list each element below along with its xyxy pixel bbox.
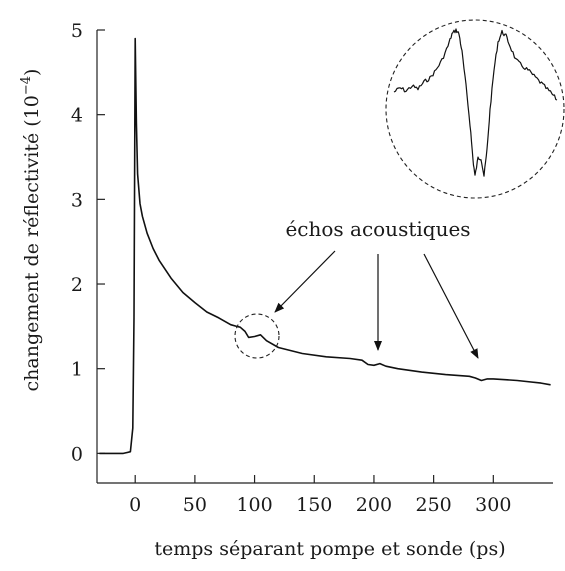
x-axis-title: temps séparant pompe et sonde (ps) <box>154 538 505 560</box>
x-tick-label: 250 <box>415 494 451 516</box>
y-tick-label: 2 <box>71 274 83 296</box>
x-tick-label: 200 <box>356 494 392 516</box>
echo-highlight-circle <box>234 313 280 359</box>
y-axis-title: changement de réflectivité (10−4) <box>19 69 43 392</box>
axes <box>96 30 553 484</box>
annotation-layer <box>234 19 565 359</box>
zoom-inset-circle <box>385 19 565 199</box>
y-tick-label: 0 <box>71 443 83 465</box>
y-tick-label: 3 <box>71 189 83 211</box>
x-tick-label: 300 <box>475 494 511 516</box>
x-tick-label: 0 <box>129 494 141 516</box>
echo-annotation-label: échos acoustiques <box>285 217 470 241</box>
x-tick-label: 50 <box>183 494 207 516</box>
echo-arrow <box>423 253 479 359</box>
y-axis-title-exponent: −4 <box>19 76 34 95</box>
y-axis-title-close: ) <box>21 69 43 76</box>
x-tick-label: 100 <box>236 494 272 516</box>
series-layer <box>99 37 551 455</box>
y-tick-label: 1 <box>71 359 83 381</box>
y-tick-label: 5 <box>71 20 83 42</box>
zoom-inset-waveform <box>393 28 558 177</box>
x-tick-label: 150 <box>296 494 332 516</box>
echo-arrow <box>274 250 336 313</box>
y-axis-title-main: changement de réflectivité (10 <box>21 95 43 391</box>
y-tick-label: 4 <box>71 105 83 127</box>
ticks: 0 50 100 150 200 250 300 0 1 2 3 4 5 <box>71 20 512 516</box>
series-line <box>99 37 551 455</box>
